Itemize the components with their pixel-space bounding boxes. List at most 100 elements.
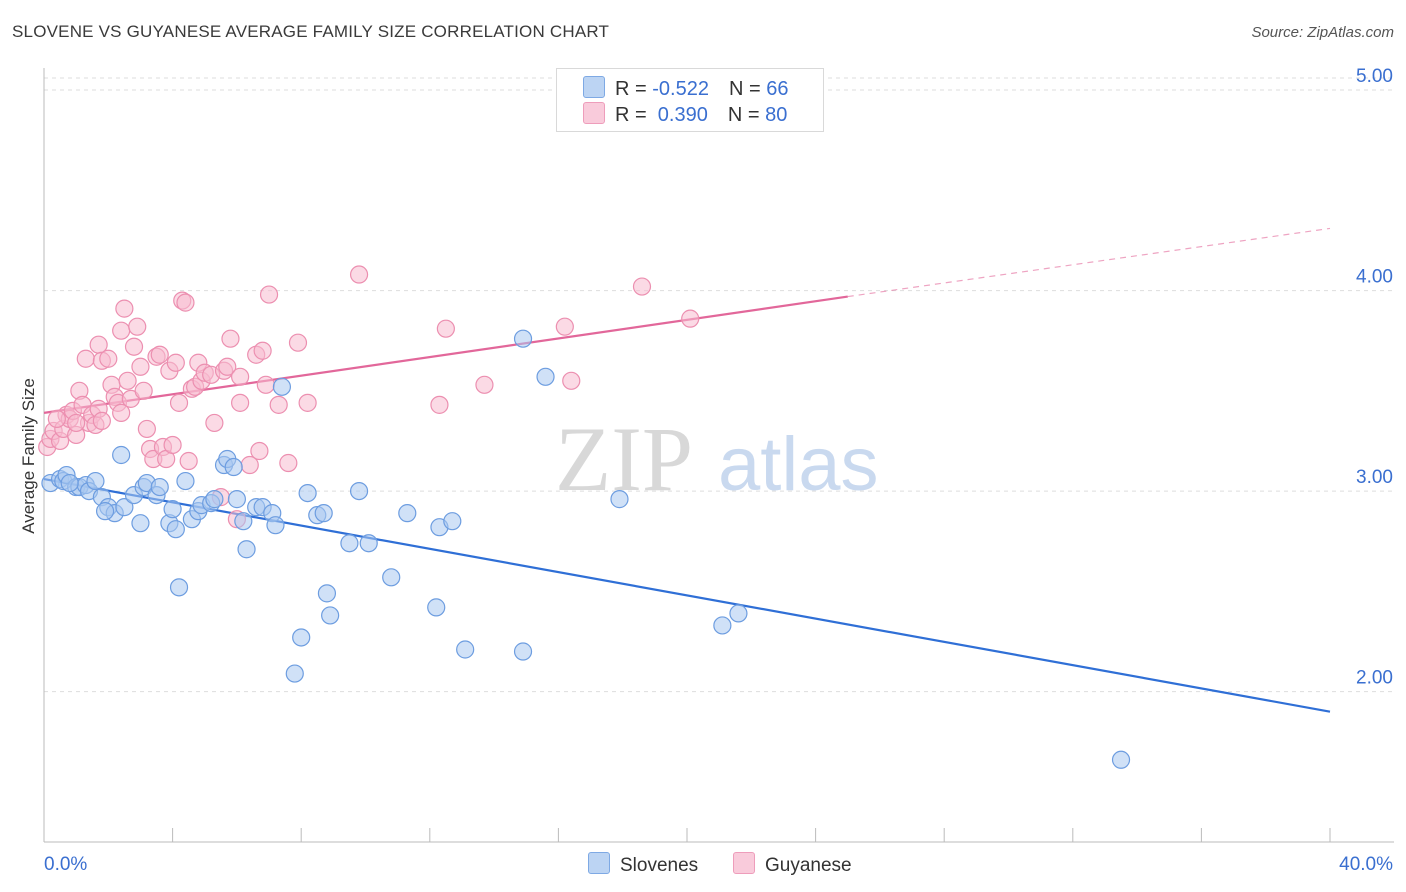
point-guyanese	[436, 319, 455, 338]
legend-r-value: 0.390	[652, 104, 708, 126]
point-slovenes	[443, 512, 462, 531]
stats-legend: R = -0.522 N = 66 R = 0.390 N = 80	[556, 68, 824, 132]
point-guyanese	[134, 381, 153, 400]
y-axis-label: Average Family Size	[19, 378, 38, 534]
point-slovenes	[359, 534, 378, 553]
point-slovenes	[266, 516, 285, 535]
point-slovenes	[314, 504, 333, 523]
point-slovenes	[224, 457, 243, 477]
y-tick-label: 3.00	[1356, 467, 1393, 488]
point-guyanese	[205, 413, 224, 433]
legend-swatch-blue	[583, 76, 605, 98]
trend-lines	[43, 227, 1331, 713]
point-slovenes	[513, 642, 533, 661]
point-guyanese	[562, 371, 581, 390]
point-slovenes	[349, 481, 369, 501]
point-guyanese	[137, 419, 156, 439]
point-guyanese	[47, 409, 66, 429]
point-slovenes	[398, 504, 417, 523]
tick-labels: 2.00 3.00 4.00 5.00 0.0% 40.0%	[44, 66, 1393, 875]
point-guyanese	[298, 393, 317, 412]
point-slovenes	[112, 445, 131, 465]
point-guyanese	[288, 333, 308, 352]
point-slovenes	[272, 377, 292, 396]
point-guyanese	[269, 395, 288, 414]
point-slovenes	[150, 477, 169, 497]
trend-line-guyanese-projection	[847, 227, 1331, 298]
trend-line-guyanese	[43, 295, 848, 414]
point-slovenes	[285, 664, 304, 683]
point-slovenes	[60, 473, 79, 493]
point-slovenes	[456, 640, 475, 659]
point-slovenes	[292, 628, 311, 647]
point-slovenes	[176, 471, 195, 491]
point-slovenes	[163, 500, 182, 519]
point-guyanese	[112, 321, 131, 340]
x-tick-label: 40.0%	[1339, 854, 1393, 875]
point-guyanese	[92, 411, 111, 431]
point-guyanese	[349, 265, 369, 284]
legend-series-label: Slovenes	[620, 855, 699, 876]
point-guyanese	[231, 367, 250, 386]
series-legend-slovenes: Slovenes	[588, 852, 698, 877]
point-slovenes	[340, 534, 359, 553]
watermark-atlas: atlas	[718, 422, 879, 507]
legend-series-label: Guyanese	[765, 855, 852, 876]
point-guyanese	[76, 349, 95, 368]
point-guyanese	[163, 435, 182, 455]
point-guyanese	[166, 353, 185, 372]
legend-r-value: -0.522	[652, 78, 709, 100]
point-guyanese	[169, 393, 189, 412]
point-slovenes	[95, 502, 115, 521]
point-guyanese	[115, 299, 134, 318]
point-guyanese	[279, 453, 298, 473]
source-label: Source: ZipAtlas.com	[1251, 24, 1394, 41]
point-guyanese	[250, 441, 269, 461]
point-guyanese	[128, 317, 147, 336]
point-guyanese	[681, 309, 700, 328]
trend-line-slovenes	[43, 477, 1331, 713]
point-slovenes	[115, 498, 134, 517]
point-guyanese	[221, 329, 240, 348]
point-slovenes	[205, 490, 224, 509]
y-tick-label: 4.00	[1356, 267, 1393, 288]
legend-row-slovenes: R = -0.522 N = 66	[583, 76, 788, 100]
point-guyanese	[430, 395, 449, 414]
point-guyanese	[218, 357, 237, 376]
point-slovenes	[131, 514, 150, 533]
y-tick-label: 2.00	[1356, 668, 1393, 689]
point-slovenes	[729, 604, 748, 623]
point-slovenes	[713, 616, 732, 635]
legend-n-value: 80	[765, 104, 788, 126]
y-tick-label: 5.00	[1356, 66, 1393, 87]
point-slovenes	[1111, 750, 1131, 769]
legend-swatch-pink	[583, 102, 605, 124]
point-slovenes	[234, 512, 253, 531]
point-guyanese	[99, 349, 118, 368]
legend-swatch-pink	[733, 852, 755, 874]
point-guyanese	[259, 285, 279, 304]
point-slovenes	[382, 568, 401, 587]
point-slovenes	[513, 329, 533, 348]
point-guyanese	[632, 277, 652, 296]
point-guyanese	[118, 371, 137, 390]
gridlines	[44, 77, 1394, 693]
point-guyanese	[67, 413, 86, 433]
point-slovenes	[237, 540, 256, 559]
point-slovenes	[166, 520, 185, 539]
point-guyanese	[253, 341, 272, 360]
point-guyanese	[179, 451, 198, 471]
point-guyanese	[475, 375, 494, 394]
point-guyanese	[176, 293, 195, 312]
legend-r-label: R =	[615, 104, 653, 126]
legend-row-guyanese: R = 0.390 N = 80	[583, 102, 787, 126]
point-guyanese	[124, 337, 144, 356]
point-slovenes	[298, 483, 317, 503]
legend-r-label: R =	[615, 78, 653, 100]
point-guyanese	[555, 317, 574, 336]
chart-title: SLOVENE VS GUYANESE AVERAGE FAMILY SIZE …	[12, 22, 610, 41]
point-slovenes	[227, 490, 246, 509]
legend-n-label: N =	[727, 104, 766, 126]
point-guyanese	[131, 357, 150, 376]
